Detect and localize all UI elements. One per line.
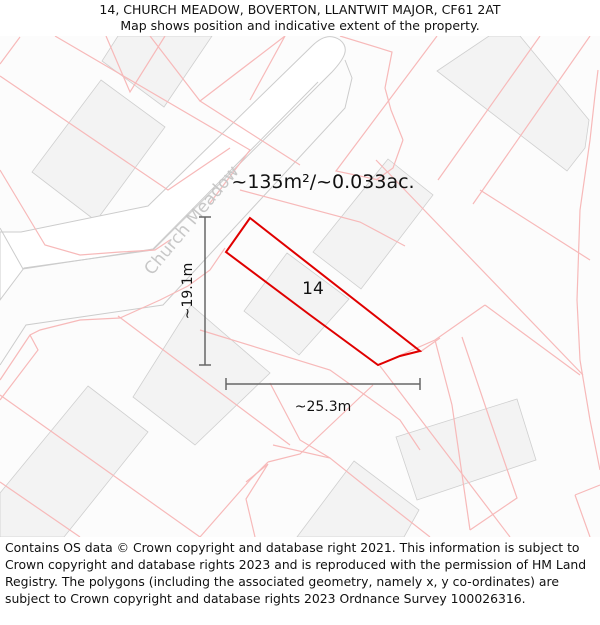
horizontal-measure — [225, 378, 421, 390]
road-church-meadow — [0, 36, 353, 366]
plot-number: 14 — [302, 279, 324, 299]
horizontal-measure-label: ~25.3m — [295, 399, 352, 415]
vertical-measure-label: ~19.1m — [180, 263, 196, 320]
area-label: ~135m²/~0.033ac. — [231, 171, 414, 193]
property-map[interactable]: Church Meadow 14 ~135m²/~0.033ac. ~19.1m… — [0, 36, 600, 537]
subject-property-outline[interactable] — [224, 216, 423, 367]
vertical-measure — [199, 216, 211, 366]
map-subtitle: Map shows position and indicative extent… — [120, 18, 480, 33]
property-address: 14, CHURCH MEADOW, BOVERTON, LLANTWIT MA… — [99, 2, 501, 17]
parcel-boundaries — [0, 36, 600, 537]
copyright-notice: Contains OS data © Crown copyright and d… — [5, 540, 587, 606]
buildings — [0, 36, 590, 537]
map-header: 14, CHURCH MEADOW, BOVERTON, LLANTWIT MA… — [0, 0, 600, 38]
